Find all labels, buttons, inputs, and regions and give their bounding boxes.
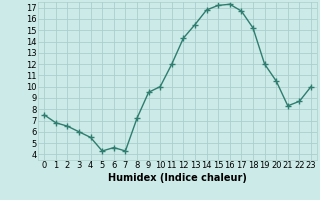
X-axis label: Humidex (Indice chaleur): Humidex (Indice chaleur) [108, 173, 247, 183]
